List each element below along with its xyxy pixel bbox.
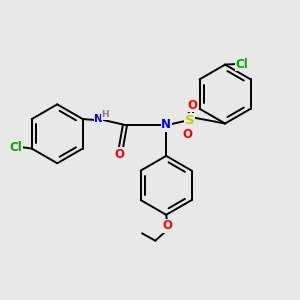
Text: O: O: [162, 220, 172, 232]
Text: N: N: [94, 114, 103, 124]
Text: H: H: [101, 110, 109, 119]
Text: Cl: Cl: [9, 141, 22, 154]
Text: N: N: [161, 118, 171, 131]
Text: Cl: Cl: [236, 58, 248, 70]
Text: O: O: [182, 128, 192, 141]
Text: O: O: [115, 148, 125, 160]
Text: S: S: [185, 114, 195, 127]
Text: O: O: [187, 99, 197, 112]
